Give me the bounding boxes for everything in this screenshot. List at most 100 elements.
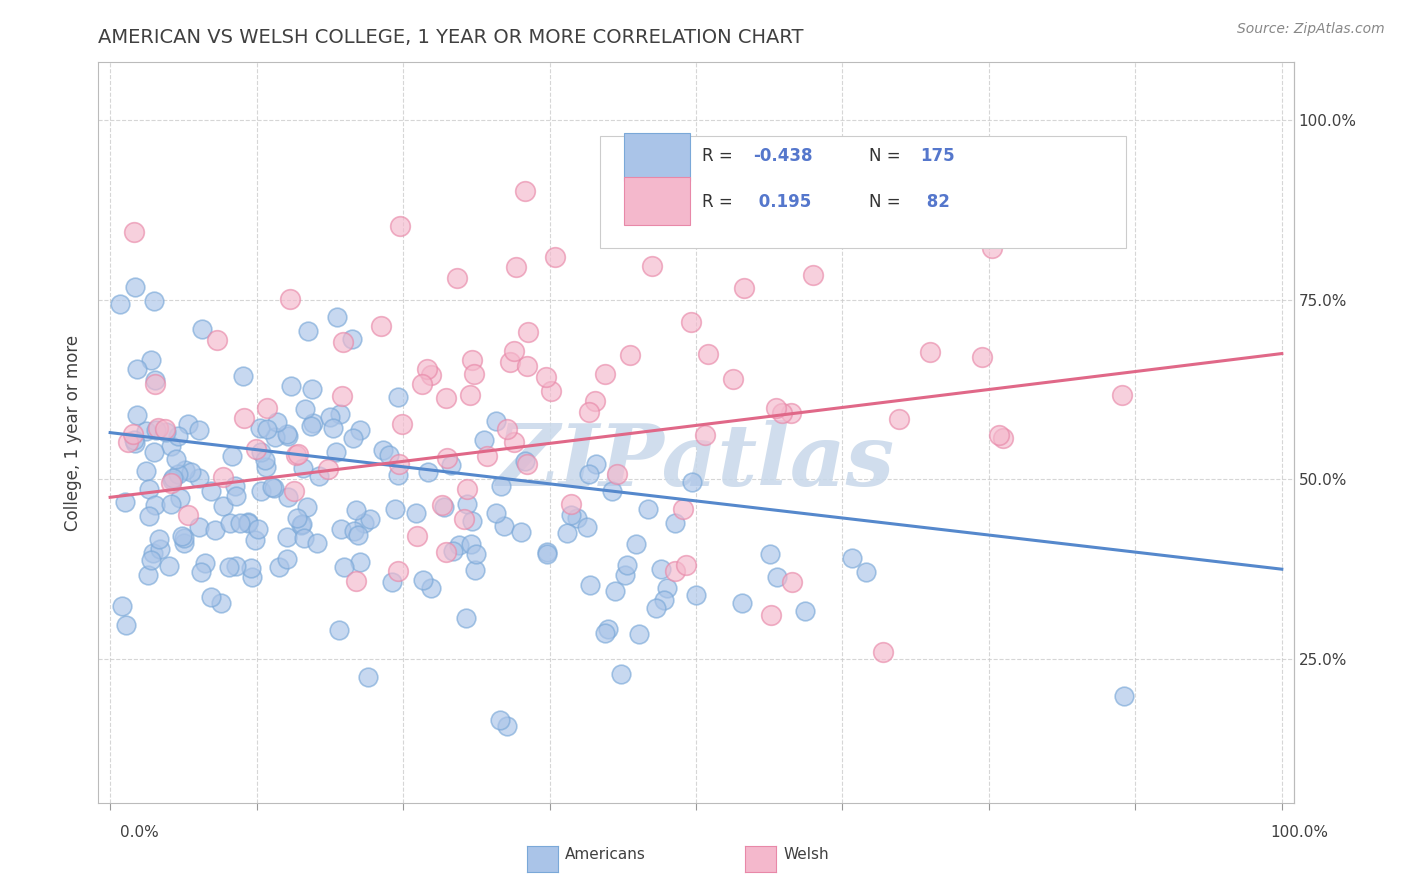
Point: [190, 566, 212, 580]
Point: [616, 558, 638, 573]
Point: [135, 464, 157, 478]
Point: [301, 383, 323, 397]
Point: [322, 420, 344, 434]
Point: [308, 469, 330, 483]
Point: [434, 545, 457, 559]
Point: [114, 494, 136, 508]
Point: [145, 423, 167, 437]
Text: 82: 82: [921, 193, 949, 211]
Point: [250, 484, 273, 499]
Point: [679, 315, 702, 329]
Point: [266, 415, 288, 429]
Point: [115, 618, 138, 632]
Point: [357, 670, 380, 684]
Point: [169, 491, 191, 505]
Text: Welsh: Welsh: [783, 847, 828, 862]
Point: [387, 565, 409, 579]
Point: [148, 542, 170, 557]
Point: [664, 564, 686, 578]
Point: [332, 560, 354, 574]
Point: [232, 368, 254, 383]
Point: [463, 367, 485, 381]
Point: [991, 431, 1014, 445]
Point: [148, 532, 170, 546]
Point: [405, 506, 427, 520]
Point: [371, 443, 394, 458]
Point: [276, 530, 298, 544]
Point: [254, 459, 277, 474]
Point: [157, 559, 180, 574]
Point: [474, 434, 496, 448]
Point: [159, 497, 181, 511]
Point: [167, 428, 190, 442]
Point: [495, 422, 517, 436]
Text: R =: R =: [702, 147, 738, 165]
Point: [681, 475, 703, 489]
Point: [249, 421, 271, 435]
Point: [536, 545, 558, 559]
Point: [593, 626, 616, 640]
Point: [685, 588, 707, 602]
Point: [194, 557, 217, 571]
Point: [494, 518, 516, 533]
Point: [770, 406, 793, 420]
Point: [143, 294, 166, 309]
Point: [232, 410, 254, 425]
Text: -0.438: -0.438: [754, 147, 813, 165]
Point: [290, 518, 312, 533]
Point: [276, 426, 298, 441]
Point: [285, 448, 308, 462]
Point: [143, 498, 166, 512]
Point: [225, 559, 247, 574]
Point: [578, 467, 600, 481]
Point: [887, 412, 910, 426]
Text: 0.195: 0.195: [754, 193, 811, 211]
Point: [143, 373, 166, 387]
Point: [794, 604, 817, 618]
Point: [305, 536, 328, 550]
Point: [780, 406, 803, 420]
FancyBboxPatch shape: [624, 133, 690, 181]
Point: [600, 483, 623, 498]
Point: [456, 497, 478, 511]
Point: [143, 376, 166, 391]
Point: [330, 522, 353, 536]
Point: [200, 483, 222, 498]
Point: [219, 516, 242, 531]
Point: [239, 561, 262, 575]
Point: [759, 547, 782, 561]
Point: [405, 529, 427, 543]
Point: [138, 508, 160, 523]
Point: [256, 421, 278, 435]
Point: [672, 502, 695, 516]
Point: [430, 498, 453, 512]
Point: [250, 445, 273, 459]
Point: [540, 384, 562, 398]
Point: [177, 417, 200, 432]
Point: [124, 433, 146, 447]
Point: [294, 401, 316, 416]
Point: [489, 479, 512, 493]
Point: [111, 599, 134, 613]
Point: [449, 537, 471, 551]
Point: [344, 574, 367, 589]
Point: [650, 562, 672, 576]
Point: [446, 271, 468, 285]
Point: [295, 500, 318, 515]
Point: [200, 590, 222, 604]
Point: [264, 430, 287, 444]
Point: [165, 451, 187, 466]
Point: [872, 645, 894, 659]
Point: [160, 439, 183, 453]
Point: [987, 428, 1010, 442]
Point: [332, 335, 354, 350]
Point: [245, 442, 267, 456]
Point: [347, 528, 370, 542]
Point: [276, 552, 298, 566]
Point: [160, 476, 183, 491]
Point: [285, 511, 308, 525]
Point: [263, 481, 285, 495]
Point: [585, 457, 607, 471]
Point: [187, 423, 209, 437]
Point: [516, 458, 538, 472]
